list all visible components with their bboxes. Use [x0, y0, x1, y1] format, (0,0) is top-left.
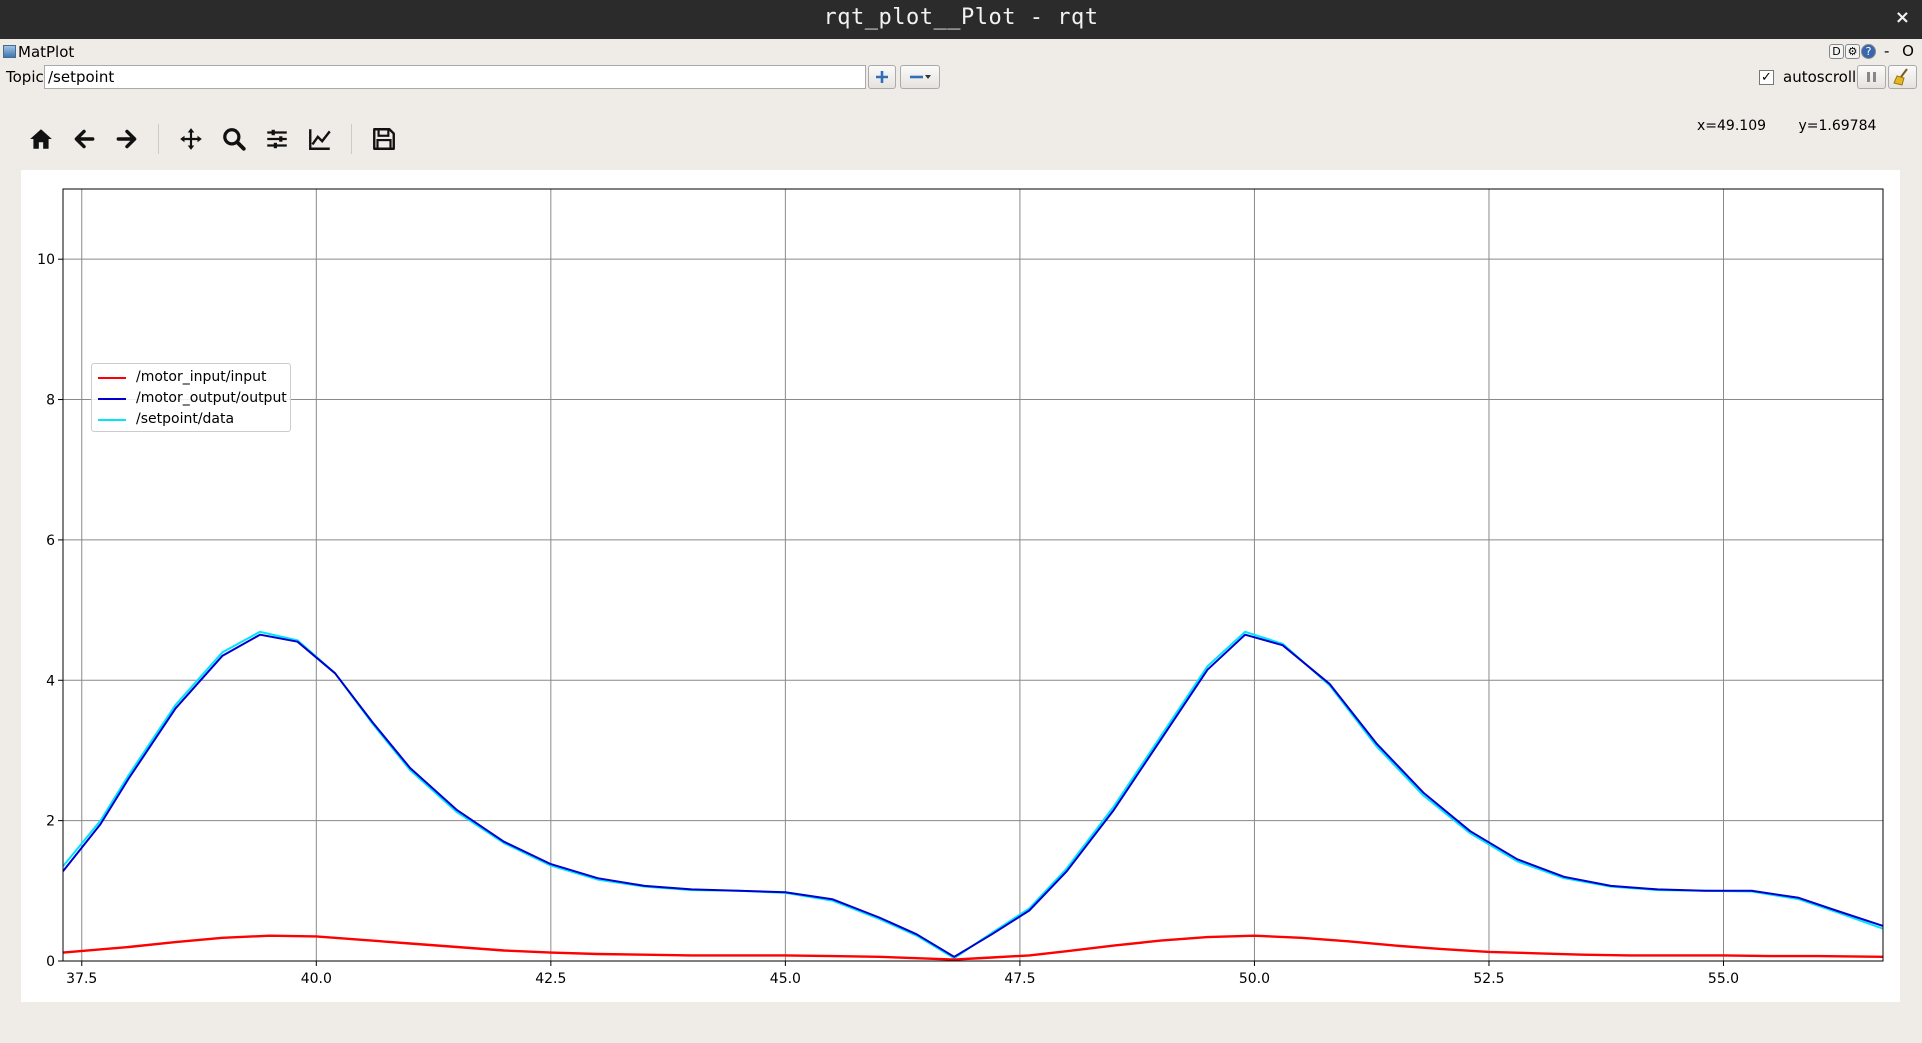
x-tick-label: 37.5 [66, 971, 97, 987]
legend-swatch-input [98, 377, 126, 379]
cursor-y-readout: y=1.69784 [1798, 118, 1877, 134]
pan-icon [180, 128, 202, 150]
plugin-name: MatPlot [18, 43, 75, 61]
subplots-button[interactable] [256, 118, 298, 160]
dock-toggle-button[interactable]: D [1829, 44, 1844, 59]
x-tick-label: 45.0 [770, 971, 801, 987]
topic-row: Topic ✓ autoscroll [0, 65, 1922, 90]
save-button[interactable] [363, 118, 405, 160]
pause-button[interactable] [1857, 65, 1886, 89]
y-tick-label: 8 [46, 393, 55, 409]
minus-dropdown-icon [910, 75, 931, 79]
legend-item-setpoint: /setpoint/data [92, 410, 292, 430]
legend-item-input: /motor_input/input [92, 368, 292, 388]
x-tick-label: 42.5 [535, 971, 566, 987]
broom-icon [1893, 68, 1908, 86]
legend-item-output: /motor_output/output [92, 389, 292, 409]
y-tick-label: 10 [37, 252, 55, 268]
add-topic-button[interactable] [868, 65, 896, 89]
x-tick-label: 55.0 [1708, 971, 1739, 987]
back-arrow-icon [74, 129, 95, 149]
plot-frame [62, 188, 1884, 962]
dock-buttons: D ⚙ ? [1829, 44, 1876, 60]
close-icon[interactable]: × [1894, 7, 1910, 28]
forward-arrow-icon [116, 129, 137, 149]
zoom-icon [223, 128, 246, 151]
home-button[interactable] [20, 118, 62, 160]
x-tick-label: 52.5 [1473, 971, 1504, 987]
save-icon [373, 128, 395, 150]
subplots-config-icon [267, 129, 287, 149]
legend-label-output: /motor_output/output [136, 390, 287, 406]
axes-edit-button[interactable] [299, 118, 341, 160]
home-icon [30, 129, 52, 149]
plugin-header: MatPlot D ⚙ ? - O [0, 42, 1922, 62]
forward-button[interactable] [106, 118, 148, 160]
clear-button[interactable] [1888, 65, 1917, 89]
back-button[interactable] [63, 118, 105, 160]
cursor-coordinates: x=49.109 y=1.69784 [1697, 118, 1904, 134]
x-tick-label: 47.5 [1004, 971, 1035, 987]
x-tick-label: 50.0 [1239, 971, 1270, 987]
pause-icon [1867, 72, 1876, 82]
series-line-0 [62, 934, 1884, 961]
y-tick-label: 6 [46, 533, 55, 549]
cursor-x-readout: x=49.109 [1697, 118, 1767, 134]
legend-swatch-output [98, 398, 126, 400]
window-title: rqt_plot__Plot - rqt [823, 5, 1099, 30]
plus-icon [876, 71, 888, 83]
zoom-button[interactable] [213, 118, 255, 160]
topic-input[interactable] [44, 65, 866, 89]
autoscroll-label: autoscroll [1783, 68, 1857, 86]
plugin-icon [3, 45, 16, 58]
series-line-1 [62, 633, 1884, 958]
x-tick-label: 40.0 [301, 971, 332, 987]
remove-topic-button[interactable] [900, 65, 940, 89]
topic-label: Topic [6, 68, 44, 86]
help-icon[interactable]: ? [1861, 44, 1876, 59]
chart-legend: /motor_input/input /motor_output/output … [91, 363, 291, 432]
title-bar: rqt_plot__Plot - rqt × [0, 0, 1922, 39]
plot-canvas[interactable]: 37.5 40.0 42.5 45.0 47.5 50.0 52.5 55.0 0 2 4 6 8 10 … [21, 170, 1900, 1002]
pan-button[interactable] [170, 118, 212, 160]
y-tick-label: 4 [46, 673, 55, 689]
legend-swatch-setpoint [98, 419, 126, 421]
chart[interactable]: 37.5 40.0 42.5 45.0 47.5 50.0 52.5 55.0 0 2 4 6 8 10 [21, 170, 1900, 1002]
toolbar-separator [351, 124, 352, 154]
autoscroll-checkbox[interactable]: ✓ [1759, 70, 1774, 85]
legend-label-input: /motor_input/input [136, 369, 267, 385]
plugin-window-controls[interactable]: - O [1884, 42, 1918, 60]
toolbar-separator [158, 124, 159, 154]
y-tick-label: 2 [46, 814, 55, 830]
settings-icon[interactable]: ⚙ [1845, 44, 1860, 59]
legend-label-setpoint: /setpoint/data [136, 411, 235, 427]
axes-edit-icon [309, 129, 331, 150]
y-tick-label: 0 [46, 954, 55, 970]
